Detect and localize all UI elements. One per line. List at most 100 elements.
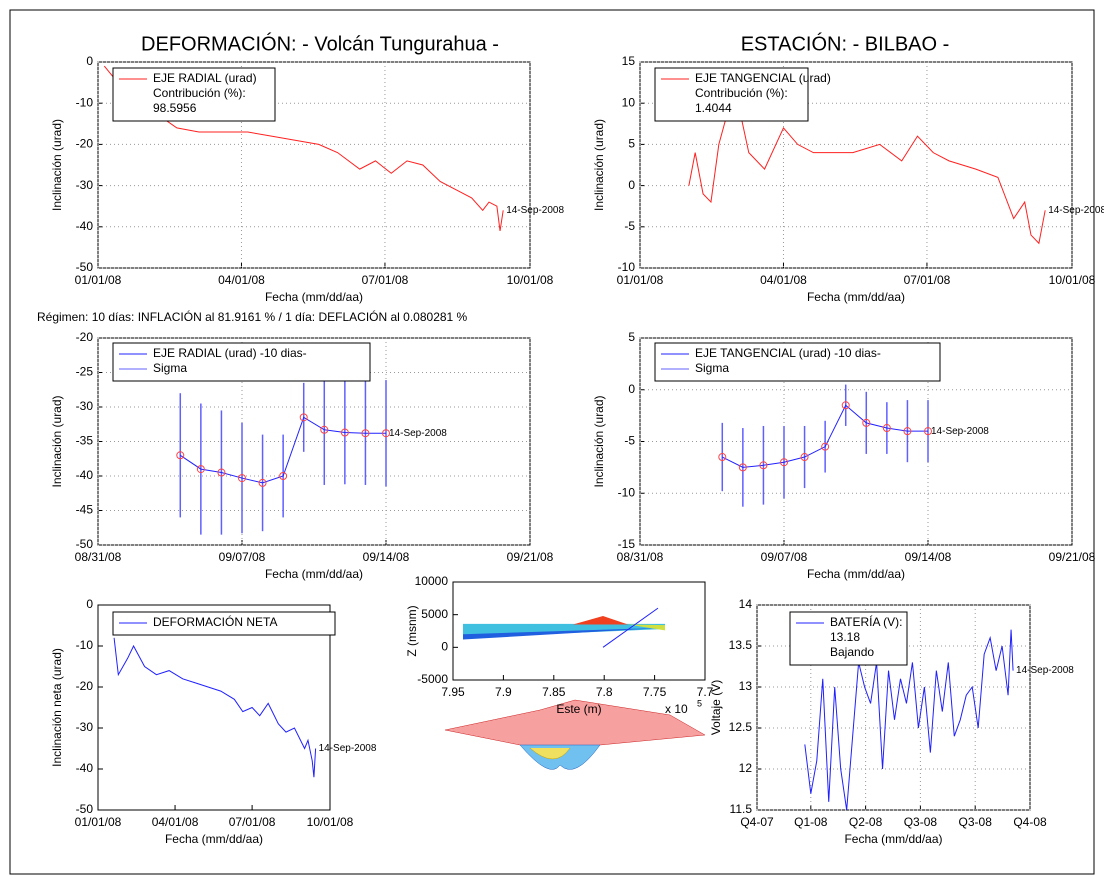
- legend-note: Bajando: [830, 645, 874, 659]
- x-tick-label: 7.85: [542, 685, 566, 699]
- y-tick-label: 0: [628, 382, 635, 396]
- marker: [718, 453, 727, 462]
- y-tick-label: -50: [76, 537, 94, 551]
- x-tick-label: Q1-08: [794, 815, 828, 829]
- legend-label: EJE TANGENCIAL (urad) -10 dias-: [695, 346, 881, 360]
- chart-title: ESTACIÓN: - BILBAO -: [741, 32, 950, 55]
- x-tick-label: 10/01/08: [307, 815, 354, 829]
- x-tick-label: 01/01/08: [75, 273, 122, 287]
- x-axis-label: Fecha (mm/dd/aa): [165, 832, 263, 846]
- marker: [382, 429, 390, 438]
- marker: [882, 424, 891, 433]
- y-axis-label: Voltaje (V): [709, 680, 723, 735]
- x-tick-label: 08/31/08: [617, 550, 664, 564]
- y-tick-label: 5: [628, 330, 635, 344]
- legend-label: EJE RADIAL (urad): [153, 71, 257, 85]
- y-tick-label: 10000: [415, 574, 449, 588]
- x-tick-label: 01/01/08: [75, 815, 122, 829]
- marker: [361, 429, 370, 438]
- x-tick-label: 01/01/08: [617, 273, 664, 287]
- y-tick-label: 10: [622, 95, 636, 109]
- x-tick-label: 7.8: [596, 685, 613, 699]
- annotation: 14-Sep-2008: [1016, 665, 1074, 676]
- x-tick-label: 09/14/08: [363, 550, 410, 564]
- x-tick-label: 09/21/08: [507, 550, 554, 564]
- y-tick-label: 5000: [421, 607, 448, 621]
- data-line: [113, 637, 317, 778]
- frame: [9, 9, 1095, 875]
- annotation: 14-Sep-2008: [1048, 205, 1104, 216]
- x-tick-label: 08/31/08: [75, 550, 122, 564]
- y-axis-label: Inclinación neta (urad): [50, 648, 64, 767]
- marker: [238, 474, 246, 483]
- x-axis-label: Fecha (mm/dd/aa): [807, 290, 905, 304]
- marker: [279, 472, 288, 480]
- legend-note: 98.5956: [153, 101, 197, 115]
- legend-box: [654, 342, 941, 382]
- y-tick-label: -50: [76, 802, 94, 816]
- y-tick-label: 15: [622, 54, 636, 68]
- marker: [258, 478, 267, 487]
- y-tick-label: -40: [76, 219, 94, 233]
- data-line: [804, 629, 1014, 811]
- x-tick-label: Q3-08: [904, 815, 938, 829]
- surface-mesh: [444, 699, 706, 770]
- marker: [217, 468, 226, 477]
- marker: [320, 425, 329, 434]
- surface-band: [463, 627, 665, 640]
- x-tick-label: 04/01/08: [152, 815, 199, 829]
- y-tick-label: -5: [624, 434, 635, 448]
- legend-note: 13.18: [830, 630, 860, 644]
- y-axis-label: Inclinación (urad): [50, 119, 64, 211]
- x-tick-label: 09/07/08: [219, 550, 266, 564]
- legend-box: [112, 342, 371, 382]
- x-tick-label: 7.7: [697, 685, 714, 699]
- y-tick-label: 12: [739, 761, 753, 775]
- y-tick-label: -30: [76, 178, 94, 192]
- annotation: 14-Sep-2008: [319, 743, 377, 754]
- y-tick-label: 13.5: [729, 638, 753, 652]
- y-tick-label: 14: [739, 597, 753, 611]
- x-tick-label: 07/01/08: [229, 815, 276, 829]
- legend-box: [112, 611, 336, 636]
- x-tick-label: Q4-08: [1013, 815, 1047, 829]
- y-tick-label: -35: [76, 434, 94, 448]
- legend-note: Contribución (%):: [153, 86, 246, 100]
- legend-label: BATERÍA (V):: [830, 614, 902, 629]
- regimen-text: Régimen: 10 días: INFLACIÓN al 81.9161 %…: [37, 309, 468, 324]
- y-axis-label: Inclinación (urad): [592, 119, 606, 211]
- x-tick-label: 10/01/08: [1049, 273, 1096, 287]
- x-tick-label: 07/01/08: [904, 273, 951, 287]
- y-tick-label: -10: [76, 95, 94, 109]
- y-tick-label: -25: [76, 365, 94, 379]
- y-tick-label: -20: [76, 330, 94, 344]
- y-tick-label: -10: [618, 485, 636, 499]
- marker: [841, 401, 850, 410]
- legend-box: [789, 611, 908, 666]
- x-axis-label: Fecha (mm/dd/aa): [807, 567, 905, 581]
- data-line: [688, 86, 1046, 245]
- data-line: [103, 65, 504, 231]
- legend-label: Sigma: [695, 361, 729, 375]
- y-tick-label: -15: [618, 537, 636, 551]
- y-tick-label: -5: [624, 219, 635, 233]
- marker: [738, 463, 747, 472]
- marker: [821, 442, 830, 451]
- legend-note: Contribución (%):: [695, 86, 788, 100]
- x-tick-label: 04/01/08: [760, 273, 807, 287]
- legend-label: DEFORMACIÓN NETA: [153, 614, 277, 629]
- marker: [196, 465, 205, 474]
- x-tick-label: Q2-08: [849, 815, 883, 829]
- x-tick-label: 7.75: [643, 685, 667, 699]
- y-tick-label: -30: [76, 399, 94, 413]
- x-axis-label: Este (m): [556, 702, 601, 716]
- y-tick-label: -10: [76, 638, 94, 652]
- x-tick-label: 7.9: [495, 685, 512, 699]
- data-line: [722, 404, 928, 468]
- annotation: 14-Sep-2008: [931, 426, 989, 437]
- legend-box: [112, 67, 276, 122]
- legend-label: EJE RADIAL (urad) -10 dias-: [153, 346, 307, 360]
- y-tick-label: -30: [76, 720, 94, 734]
- x-tick-label: 07/01/08: [362, 273, 409, 287]
